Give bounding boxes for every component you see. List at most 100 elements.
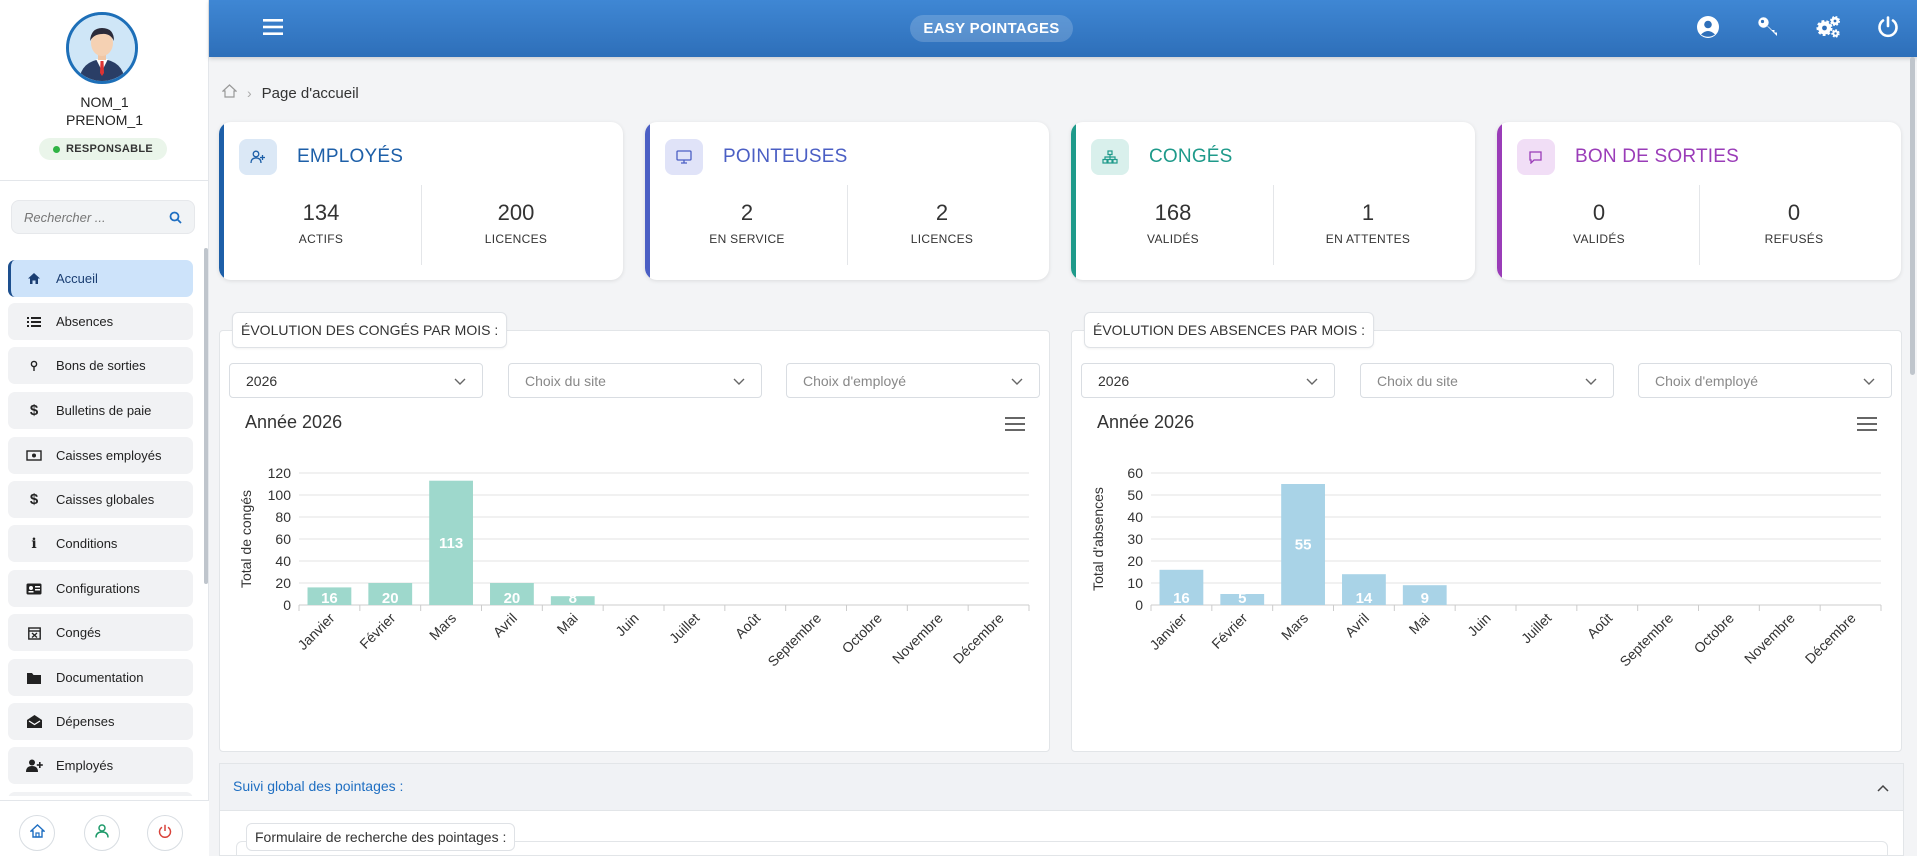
power-icon[interactable] <box>1874 13 1902 41</box>
x-tick-label: Avril <box>1342 610 1372 640</box>
sidebar-item-label: Conditions <box>56 536 118 551</box>
page-scrollbar[interactable] <box>1910 57 1915 375</box>
divider <box>1273 185 1274 265</box>
user-name: NOM_1 <box>80 94 129 110</box>
profile-button[interactable] <box>84 815 120 851</box>
chevron-down-icon <box>1863 373 1875 389</box>
status-dot-icon <box>52 145 60 153</box>
panel-title: ÉVOLUTION DES CONGÉS PAR MOIS : <box>232 312 508 348</box>
sidebar-item-conditions[interactable]: i Conditions <box>8 525 193 562</box>
home-icon <box>24 272 44 285</box>
stat-card-bon-de-sorties[interactable]: BON DE SORTIES 0 VALIDÉS 0 REFUSÉS <box>1497 122 1901 280</box>
sidebar-item-label: Bons de sorties <box>56 358 146 373</box>
sidebar-item-documentation[interactable]: Documentation <box>8 659 193 696</box>
sidebar-item-bons-de-sorties[interactable]: Bons de sorties <box>8 347 193 384</box>
y-tick-label: 80 <box>275 509 291 525</box>
year-select[interactable]: 2026 <box>1081 363 1335 398</box>
logout-button[interactable] <box>147 815 183 851</box>
employee-select[interactable]: Choix d'employé <box>1638 363 1892 398</box>
settings-gears-icon[interactable] <box>1814 13 1842 41</box>
chevron-up-icon[interactable] <box>1877 779 1889 797</box>
stat-card-conges[interactable]: CONGÉS 168 VALIDÉS 1 EN ATTENTES <box>1071 122 1475 280</box>
sidebar-item-accueil[interactable]: Accueil <box>8 260 193 297</box>
info-icon: i <box>31 535 37 552</box>
avatar[interactable] <box>66 12 138 84</box>
stat-value: 0 <box>1592 200 1606 225</box>
divider <box>1699 185 1700 265</box>
pin-icon <box>24 360 44 372</box>
x-tick-label: Mai <box>554 610 581 637</box>
y-tick-label: 100 <box>268 487 292 503</box>
y-tick-label: 120 <box>268 465 292 481</box>
section-title: Suivi global des pointages : <box>233 778 404 794</box>
sidebar-item-label: Caisses globales <box>56 492 155 507</box>
sidebar-scrollbar[interactable] <box>204 248 208 584</box>
sidebar-item-bulletins-de-paie[interactable]: $ Bulletins de paie <box>8 392 193 429</box>
stat-label: LICENCES <box>910 232 974 246</box>
site-select[interactable]: Choix du site <box>508 363 762 398</box>
sidebar-item-absences[interactable]: Absences <box>8 303 193 340</box>
sidebar-item-label: Dépenses <box>56 714 115 729</box>
employee-select[interactable]: Choix d'employé <box>786 363 1040 398</box>
stat-label: EN SERVICE <box>709 232 785 246</box>
breadcrumb-current: Page d'accueil <box>261 84 359 102</box>
y-axis-label: Total de congés <box>238 490 254 588</box>
stat-en-service: 2 EN SERVICE <box>652 200 842 246</box>
x-tick-label: Juillet <box>1518 610 1555 647</box>
suivi-section-header[interactable]: Suivi global des pointages : <box>219 763 1904 811</box>
role-label: RESPONSABLE <box>65 143 154 155</box>
home-icon[interactable] <box>221 84 238 102</box>
data-label: 16 <box>321 590 338 607</box>
app-brand[interactable]: EASY POINTAGES <box>910 15 1073 42</box>
site-select[interactable]: Choix du site <box>1360 363 1614 398</box>
sitemap-icon <box>1091 139 1129 175</box>
sidebar-item-caisses-employes[interactable]: Caisses employés <box>8 437 193 474</box>
x-tick-label: Août <box>732 610 764 642</box>
bar <box>1220 594 1265 605</box>
x-tick-label: Juin <box>612 610 641 639</box>
cash-icon <box>24 450 44 461</box>
y-tick-label: 0 <box>283 597 291 613</box>
stat-valides: 0 VALIDÉS <box>1504 200 1694 246</box>
chart-title: Année 2026 <box>245 412 343 432</box>
conges-bar-chart: 0 20 40 60 80 100 120 Total de congés 16 Janvier 2… <box>238 465 1030 670</box>
x-tick-label: Février <box>1208 610 1250 652</box>
sidebar-search <box>11 200 195 234</box>
sidebar-menu: Accueil Absences Bons de sorties $ Bulle… <box>8 260 193 796</box>
sidebar-item-label: Accueil <box>56 271 98 286</box>
key-icon[interactable] <box>1754 13 1782 41</box>
sidebar-item-label: Caisses employés <box>56 448 162 463</box>
stat-card-employes[interactable]: EMPLOYÉS 134 ACTIFS 200 LICENCES <box>219 122 623 280</box>
x-tick-label: Mars <box>1278 610 1311 643</box>
chart-menu-icon[interactable] <box>1857 416 1877 437</box>
search-input[interactable] <box>24 209 164 225</box>
stat-value: 2 <box>935 200 949 225</box>
bar <box>490 583 534 605</box>
sidebar-item-more[interactable] <box>8 792 193 796</box>
x-tick-label: Août <box>1584 610 1616 642</box>
sidebar-item-label: Congés <box>56 625 101 640</box>
sidebar-item-caisses-globales[interactable]: $ Caisses globales <box>8 481 193 518</box>
sidebar-item-conges[interactable]: Congés <box>8 614 193 651</box>
monitor-icon <box>665 139 703 175</box>
account-icon[interactable] <box>1694 13 1722 41</box>
form-title: Formulaire de recherche des pointages : <box>246 823 516 851</box>
menu-toggle-icon[interactable] <box>263 18 283 41</box>
dollar-icon: $ <box>29 491 39 508</box>
sidebar-item-employes[interactable]: Employés <box>8 747 193 784</box>
sidebar-item-configurations[interactable]: Configurations <box>8 570 193 607</box>
home-button[interactable] <box>19 815 55 851</box>
chart-menu-icon[interactable] <box>1005 416 1025 437</box>
search-icon[interactable] <box>169 211 182 229</box>
sidebar-item-label: Bulletins de paie <box>56 403 152 418</box>
breadcrumb: › Page d'accueil <box>221 84 359 102</box>
folder-icon <box>24 672 44 684</box>
stat-label: LICENCES <box>484 232 548 246</box>
panel-title: ÉVOLUTION DES ABSENCES PAR MOIS : <box>1084 312 1375 348</box>
chevron-down-icon <box>1011 373 1023 389</box>
year-select[interactable]: 2026 <box>229 363 483 398</box>
sidebar: NOM_1 PRENOM_1 RESPONSABLE Accueil Absen… <box>0 0 209 856</box>
absences-chart-panel <box>1071 330 1902 752</box>
sidebar-item-depenses[interactable]: Dépenses <box>8 703 193 740</box>
stat-card-pointeuses[interactable]: POINTEUSES 2 EN SERVICE 2 LICENCES <box>645 122 1049 280</box>
